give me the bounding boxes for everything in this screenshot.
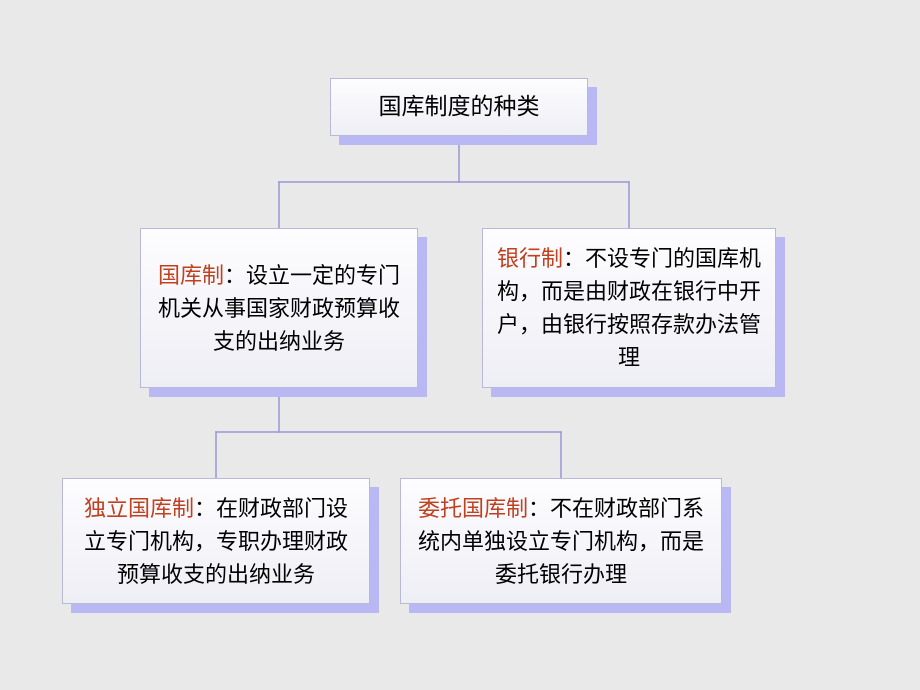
left-text: 国库制：设立一定的专门机关从事国家财政预算收支的出纳业务 [153, 259, 405, 358]
left-highlight: 国库制 [158, 263, 224, 288]
leaf-right-node: 委托国库制：不在财政部门系统内单独设立专门机构，而是委托银行办理 [400, 478, 722, 604]
leaf-right-text: 委托国库制：不在财政部门系统内单独设立专门机构，而是委托银行办理 [413, 492, 709, 591]
root-node: 国库制度的种类 [330, 78, 588, 136]
root-label: 国库制度的种类 [379, 94, 540, 119]
leaf-right-highlight: 委托国库制 [418, 496, 528, 521]
leaf-left-highlight: 独立国库制 [84, 496, 194, 521]
leaf-left-text: 独立国库制：在财政部门设立专门机构，专职办理财政预算收支的出纳业务 [75, 492, 357, 591]
right-text: 银行制：不设专门的国库机构，而是由财政在银行中开户，由银行按照存款办法管理 [495, 242, 763, 374]
left-node: 国库制：设立一定的专门机关从事国家财政预算收支的出纳业务 [140, 228, 418, 388]
right-highlight: 银行制 [497, 246, 563, 271]
leaf-left-node: 独立国库制：在财政部门设立专门机构，专职办理财政预算收支的出纳业务 [62, 478, 370, 604]
root-text: 国库制度的种类 [379, 90, 540, 125]
right-node: 银行制：不设专门的国库机构，而是由财政在银行中开户，由银行按照存款办法管理 [482, 228, 776, 388]
